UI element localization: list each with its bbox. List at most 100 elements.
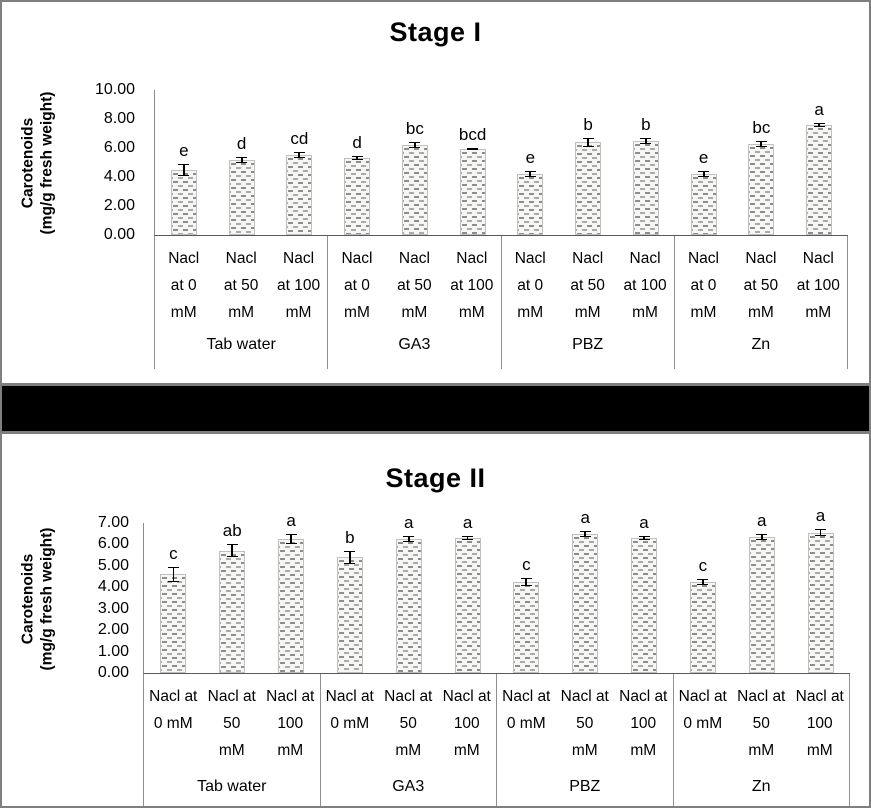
- y-tick-label: 4.00: [97, 578, 129, 596]
- y-tick-label: 1.00: [97, 642, 129, 660]
- significance-letter: a: [815, 506, 826, 526]
- plot-area: c ab a b a a c a a c a a: [143, 506, 850, 674]
- group-label: PBZ: [569, 778, 601, 795]
- x-tick-label: Nacl at 0 mM: [325, 688, 374, 732]
- stage1-chart-panel: Stage I Carotenoids (mg/g fresh weight) …: [2, 14, 869, 383]
- bar: [160, 574, 187, 673]
- x-tick-label: Nacl at 100 mM: [619, 688, 668, 759]
- bar-cell: c: [673, 523, 732, 673]
- error-bar: [236, 156, 248, 163]
- x-tick-label: Nacl at 50 mM: [207, 688, 256, 759]
- significance-letter: a: [580, 507, 590, 527]
- error-bar: [226, 544, 238, 558]
- bar: [459, 149, 486, 235]
- error-bar: [403, 535, 415, 543]
- significance-letter: d: [352, 132, 362, 152]
- error-bar: [462, 535, 474, 541]
- bar-cell: a: [438, 513, 497, 673]
- error-bar: [582, 137, 594, 147]
- bar-cell: a: [732, 511, 791, 673]
- category-group: Nacl at 0 mM Nacl at 50 mM Nacl at 100 mM G…: [321, 674, 497, 806]
- x-tick-label: Nacl at 100 mM: [796, 250, 840, 321]
- bar-cell: ab: [203, 521, 262, 673]
- error-bar: [351, 155, 363, 161]
- x-tick-label: Nacl at 100 mM: [277, 250, 321, 321]
- error-bar: [467, 148, 479, 151]
- bar-cell: cd: [271, 90, 329, 235]
- y-axis-title-text: Carotenoids (mg/g fresh weight): [19, 91, 56, 235]
- error-bar: [697, 578, 709, 586]
- error-bar: [167, 566, 179, 582]
- group-label: GA3: [398, 336, 431, 353]
- x-tick-label: Nacl at 100 mM: [442, 688, 491, 759]
- y-tick-label: 10.00: [94, 81, 135, 98]
- tick-label-row: Nacl at 0 mM Nacl at 50 mM Nacl at 100 mM: [321, 674, 497, 770]
- y-tick-label: 2.00: [97, 621, 129, 639]
- y-tick-label: 6.00: [97, 535, 129, 553]
- error-bar: [756, 533, 768, 541]
- bar-cell: b: [559, 90, 617, 235]
- significance-letter: a: [639, 512, 649, 532]
- x-tick-label: Nacl at 0 mM: [678, 688, 727, 732]
- bar: [631, 538, 658, 673]
- y-tick-label: 3.00: [97, 599, 129, 617]
- significance-letter: e: [525, 148, 536, 168]
- bar: [336, 557, 363, 673]
- bar-cell: b: [320, 523, 379, 673]
- bar: [454, 538, 481, 673]
- y-tick-label: 6.00: [103, 139, 135, 156]
- bar-cell: e: [502, 90, 560, 235]
- significance-letter: c: [522, 554, 531, 574]
- plot-column: c ab a b a a c a a c a a Nacl at 0 mM Nacl at 50 mM N…: [143, 506, 850, 806]
- bar: [689, 581, 716, 673]
- y-tick-label: 5.00: [97, 556, 129, 574]
- error-bar: [698, 171, 710, 177]
- chart-title-stage2: Stage II: [385, 463, 486, 493]
- x-tick-label: Nacl at 100 mM: [266, 688, 315, 759]
- bar-cell: b: [617, 90, 675, 235]
- category-group: Nacl at 0 mM Nacl at 50 mM Nacl at 100 mM T…: [155, 236, 329, 369]
- category-group: Nacl at 0 mM Nacl at 50 mM Nacl at 100 mM Z…: [674, 674, 850, 806]
- x-tick-label: Nacl at 50 mM: [397, 250, 432, 321]
- x-axis-labels: Nacl at 0 mM Nacl at 50 mM Nacl at 100 mM T…: [154, 236, 848, 369]
- bar: [807, 532, 834, 673]
- chart-title-stage1: Stage I: [389, 17, 482, 47]
- category-group: Nacl at 0 mM Nacl at 50 mM Nacl at 100 mM P…: [497, 674, 674, 806]
- bar-cell: a: [379, 513, 438, 673]
- bar: [219, 550, 246, 673]
- bar: [806, 124, 833, 235]
- tick-label-row: Nacl at 0 mM Nacl at 50 mM Nacl at 100 mM: [144, 674, 320, 770]
- tick-label-row: Nacl at 0 mM Nacl at 50 mM Nacl at 100 mM: [497, 674, 673, 770]
- category-group: Nacl at 0 mM Nacl at 50 mM Nacl at 100 mM P…: [502, 236, 675, 369]
- x-tick-label: Nacl at 0 mM: [149, 688, 198, 732]
- x-tick-label: Nacl at 0 mM: [341, 250, 373, 321]
- y-axis-title-text: Carotenoids (mg/g fresh weight): [19, 527, 56, 670]
- bar-cell: a: [262, 511, 321, 673]
- error-bar: [815, 529, 827, 536]
- error-bar: [755, 140, 767, 147]
- error-bar: [524, 171, 536, 177]
- bar: [690, 174, 717, 235]
- error-bar: [344, 550, 356, 564]
- bar-cell: bc: [386, 90, 444, 235]
- bar: [395, 539, 422, 673]
- chart-area-stage1: Carotenoids (mg/g fresh weight) 10.00 8.0…: [2, 81, 869, 369]
- bar-cell: bc: [733, 90, 791, 235]
- tick-label-row: Nacl at 0 mM Nacl at 50 mM Nacl at 100 mM: [328, 236, 500, 328]
- plot-area: e d cd d bc bcd e b b e bc a: [154, 90, 848, 236]
- y-tick-label: 2.00: [103, 197, 135, 214]
- error-bar: [520, 577, 532, 587]
- bar: [575, 142, 602, 235]
- y-tick-label: 4.00: [103, 168, 135, 185]
- category-group: Nacl at 0 mM Nacl at 50 mM Nacl at 100 mM T…: [144, 674, 321, 806]
- bar: [748, 536, 775, 673]
- x-tick-label: Nacl at 50 mM: [384, 688, 433, 759]
- bar-cell: a: [615, 513, 674, 673]
- x-tick-label: Nacl at 50 mM: [570, 250, 605, 321]
- x-tick-label: Nacl at 100 mM: [450, 250, 494, 321]
- bar-cell: a: [790, 90, 848, 235]
- tick-label-row: Nacl at 0 mM Nacl at 50 mM Nacl at 100 mM: [502, 236, 674, 328]
- plot-column: e d cd d bc bcd e b b e bc a Nacl at 0 mM Nacl at 50…: [154, 90, 848, 369]
- bar-cell: bcd: [444, 90, 502, 235]
